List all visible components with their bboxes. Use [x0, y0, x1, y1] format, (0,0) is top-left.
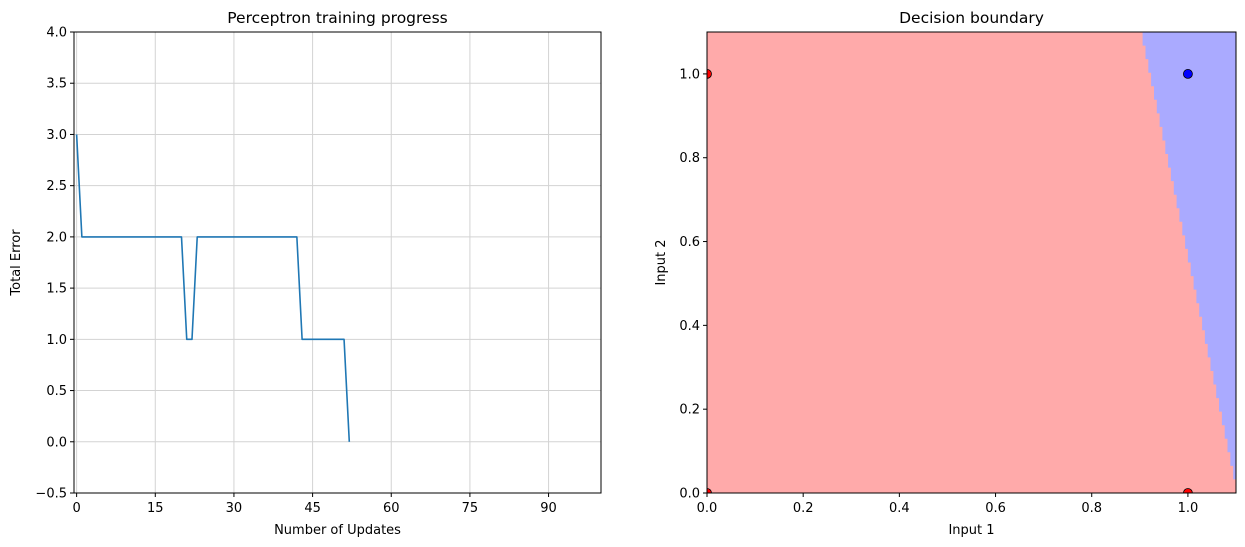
y-axis-label: Total Error	[9, 229, 24, 297]
series-line	[75, 134, 351, 442]
y-axis-label: Input 2	[654, 239, 669, 285]
y-tick-label: 2.5	[46, 179, 67, 194]
x-tick-label: 15	[147, 501, 164, 516]
x-tick-label: 0	[72, 501, 80, 516]
y-tick-label: 0.2	[679, 403, 700, 418]
y-tick-label: 2.0	[46, 230, 67, 245]
decision-boundary-chart: 0.0 0.2 0.4 0.6 0.8 1.0 0.0 0.2 0.4 0.6 0.8 1.0 Deci…	[654, 9, 1237, 538]
y-tick-label: 0.4	[679, 319, 700, 334]
x-axis-label: Input 1	[948, 523, 994, 538]
y-tick-label: 0.0	[46, 435, 67, 450]
x-tick-label: 0.0	[697, 501, 718, 516]
data-point	[707, 488, 712, 493]
data-point	[707, 69, 712, 79]
axes-frame	[706, 31, 1237, 494]
x-axis-label: Number of Updates	[274, 523, 401, 538]
y-tick-label: 0.6	[679, 235, 700, 250]
x-tick-label: 30	[226, 501, 243, 516]
y-tick-label: 1.0	[679, 67, 700, 82]
scatter-points	[707, 69, 1193, 493]
y-tick-label: 0.0	[679, 487, 700, 502]
x-tick-label: 0.2	[793, 501, 814, 516]
x-tick-label: 60	[383, 501, 400, 516]
x-tick-label: 0.4	[889, 501, 910, 516]
x-tick-label: 75	[462, 501, 479, 516]
chart-title: Perceptron training progress	[227, 9, 448, 27]
y-tick-label: 0.8	[679, 151, 700, 166]
y-tick-label: 4.0	[46, 26, 67, 41]
y-tick-label: 3.0	[46, 128, 67, 143]
data-point	[1183, 488, 1193, 493]
y-tick-label: 0.5	[46, 384, 67, 399]
x-tick-label: 45	[304, 501, 321, 516]
x-tick-label: 0.8	[1081, 501, 1102, 516]
x-tick-label: 1.0	[1178, 501, 1199, 516]
chart-title: Decision boundary	[899, 9, 1044, 27]
axes-frame	[73, 31, 602, 494]
y-tick-label: 1.5	[46, 282, 67, 297]
x-tick-label: 0.6	[985, 501, 1006, 516]
training-progress-chart: 0 15 30 45 60 75 90 −0.5 0.0 0.5 1.0 1.5 2.0 2.5 3.0 3.…	[9, 9, 602, 538]
y-tick-label: 1.0	[46, 333, 67, 348]
x-tick-label: 90	[540, 501, 557, 516]
y-tick-label: −0.5	[35, 487, 67, 502]
region-class-0	[707, 32, 1236, 493]
data-point	[1183, 69, 1193, 79]
y-tick-label: 3.5	[46, 77, 67, 92]
